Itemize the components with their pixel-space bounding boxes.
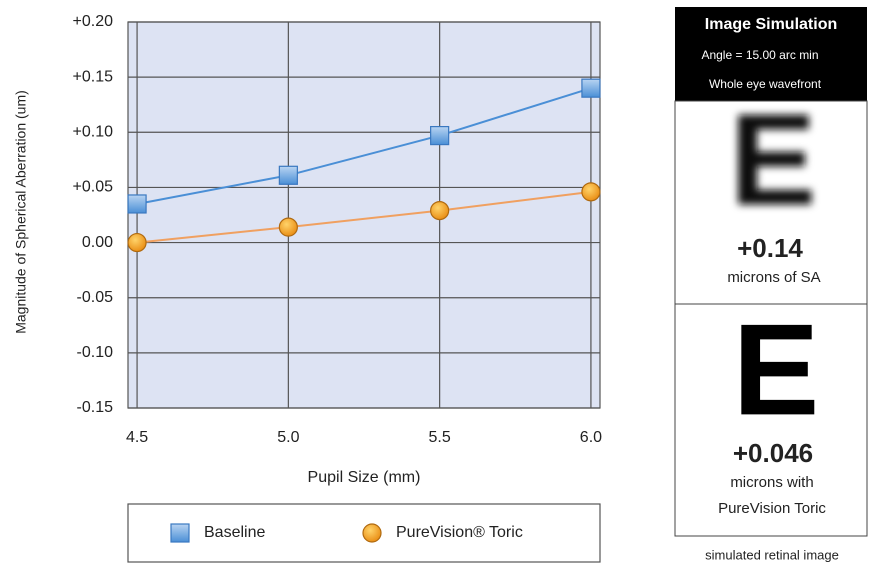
circle-marker [363, 524, 381, 542]
blurred-letter: E [730, 86, 817, 232]
plot: -0.15 -0.10 -0.05 0.00 +0.05 +0.10 +0.15 +0.20 4… [73, 13, 603, 446]
x-tick-label: 5.5 [429, 429, 451, 446]
y-tick-label: +0.05 [73, 179, 114, 196]
legend-label: PureVision® Toric [396, 524, 523, 541]
sa-value: +0.046 [733, 438, 813, 468]
sa-caption: PureVision Toric [718, 500, 826, 517]
legend-label: Baseline [204, 524, 265, 541]
x-tick-label: 4.5 [126, 429, 148, 446]
circle-marker [431, 202, 449, 220]
y-tick-label: -0.10 [77, 344, 114, 361]
y-tick-label: +0.10 [73, 124, 114, 141]
x-tick-label: 6.0 [580, 429, 602, 446]
simulation-angle: Angle = 15.00 arc min [701, 48, 818, 62]
simulation-footer: simulated retinal image [705, 547, 839, 562]
simulation-title: Image Simulation [705, 16, 837, 33]
y-tick-label: 0.00 [82, 234, 113, 251]
sa-caption: microns of SA [727, 269, 820, 286]
square-marker [279, 166, 297, 184]
sharp-letter: E [733, 296, 820, 442]
square-marker [128, 195, 146, 213]
plot-background [128, 22, 600, 408]
sa-value: +0.14 [737, 233, 803, 263]
chart: -0.15 -0.10 -0.05 0.00 +0.05 +0.10 +0.15 +0.20 4… [0, 0, 879, 569]
x-axis-label: Pupil Size (mm) [308, 469, 421, 486]
y-axis-label: Magnitude of Spherical Aberration (um) [13, 90, 29, 334]
y-tick-label: +0.15 [73, 68, 114, 85]
circle-marker [128, 234, 146, 252]
square-marker [171, 524, 189, 542]
sa-caption: microns with [730, 474, 813, 491]
circle-marker [582, 183, 600, 201]
y-tick-label: -0.15 [77, 399, 114, 416]
x-tick-label: 5.0 [277, 429, 299, 446]
circle-marker [279, 218, 297, 236]
y-tick-label: +0.20 [73, 13, 114, 30]
square-marker [431, 127, 449, 145]
simulation-panel: Image Simulation Angle = 15.00 arc min W… [675, 7, 867, 562]
y-tick-label: -0.05 [77, 289, 114, 306]
square-marker [582, 79, 600, 97]
